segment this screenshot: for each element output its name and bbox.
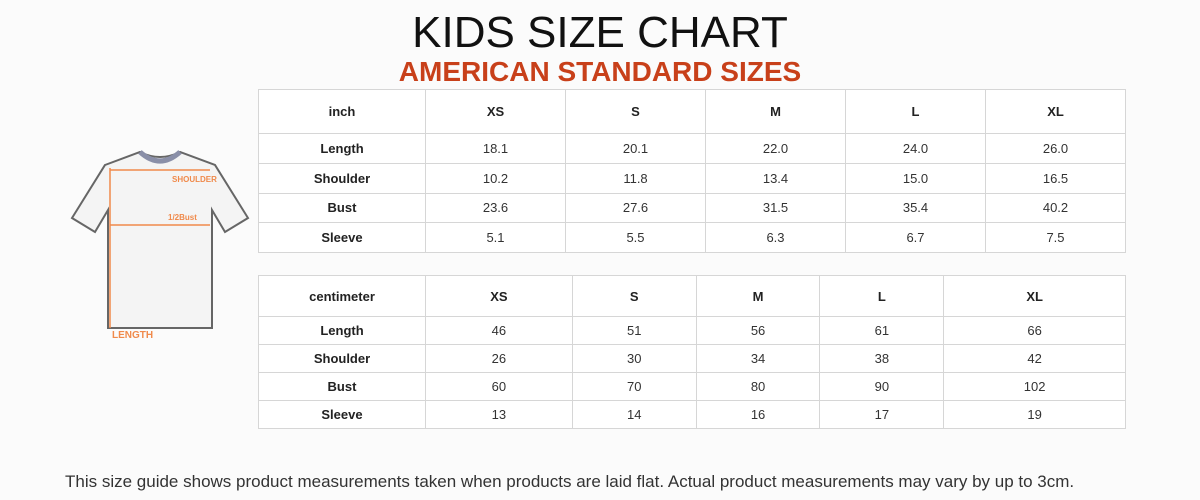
title: KIDS SIZE CHART: [412, 8, 788, 57]
header-cell: inch: [258, 89, 426, 134]
table-cell: 6.3: [705, 222, 846, 253]
header-cell: XL: [943, 275, 1126, 317]
table-cell: 46: [425, 316, 573, 345]
row-label: Length: [258, 133, 426, 164]
table-cell: 10.2: [425, 162, 566, 194]
header-cell: S: [565, 89, 706, 134]
table-cell: 5.5: [565, 222, 706, 253]
header-cell: XS: [425, 89, 566, 134]
header-cell: M: [695, 275, 821, 317]
table-cell: 102: [943, 372, 1126, 401]
table-row: Sleeve 13 14 16 17 19: [258, 400, 1126, 429]
table-cell: 34: [695, 344, 821, 373]
table-cell: 31.5: [705, 192, 846, 224]
table-cell: 13.4: [705, 162, 846, 194]
cm-table: centimeter XS S M L XL Length 46 51 56 61 66 Shoulde…: [258, 275, 1126, 429]
table-cell: 17: [819, 400, 945, 429]
subtitle: AMERICAN STANDARD SIZES: [398, 56, 802, 87]
table-cell: 14: [571, 400, 697, 429]
table-cell: 38: [819, 344, 945, 373]
table-cell: 19: [943, 400, 1126, 429]
row-label: Bust: [258, 372, 426, 401]
table-cell: 40.2: [985, 192, 1126, 224]
footer-note: This size guide shows product measuremen…: [65, 472, 1075, 491]
header-cell: centimeter: [258, 275, 426, 317]
table-cell: 16: [695, 400, 821, 429]
table-cell: 42: [943, 344, 1126, 373]
header-cell: XL: [985, 89, 1126, 134]
table-cell: 6.7: [845, 222, 986, 253]
header-cell: M: [705, 89, 846, 134]
length-label: LENGTH: [112, 330, 153, 341]
table-cell: 20.1: [565, 133, 706, 164]
table-row: Sleeve 5.1 5.5 6.3 6.7 7.5: [258, 222, 1126, 253]
table-cell: 16.5: [985, 162, 1126, 194]
header-cell: L: [845, 89, 986, 134]
table-cell: 60: [425, 372, 573, 401]
table-cell: 23.6: [425, 192, 566, 224]
table-row: Length 46 51 56 61 66: [258, 316, 1126, 345]
table-row: Bust 60 70 80 90 102: [258, 372, 1126, 401]
table-cell: 13: [425, 400, 573, 429]
row-label: Sleeve: [258, 400, 426, 429]
header-row: inch XS S M L XL: [258, 89, 1126, 134]
table-row: Bust 23.6 27.6 31.5 35.4 40.2: [258, 192, 1126, 224]
table-cell: 24.0: [845, 133, 986, 164]
table-cell: 7.5: [985, 222, 1126, 253]
table-cell: 27.6: [565, 192, 706, 224]
row-label: Length: [258, 316, 426, 345]
table-cell: 18.1: [425, 133, 566, 164]
row-label: Shoulder: [258, 162, 426, 194]
header-cell: L: [819, 275, 945, 317]
table-cell: 5.1: [425, 222, 566, 253]
row-label: Shoulder: [258, 344, 426, 373]
header-cell: XS: [425, 275, 573, 317]
table-cell: 66: [943, 316, 1126, 345]
header-row: centimeter XS S M L XL: [258, 275, 1126, 317]
table-row: Shoulder 26 30 34 38 42: [258, 344, 1126, 373]
table-cell: 61: [819, 316, 945, 345]
table-cell: 70: [571, 372, 697, 401]
header-cell: S: [571, 275, 697, 317]
bust-label: 1/2Bust: [168, 213, 197, 222]
table-cell: 22.0: [705, 133, 846, 164]
table-cell: 35.4: [845, 192, 986, 224]
table-cell: 15.0: [845, 162, 986, 194]
inch-table: inch XS S M L XL Length 18.1 20.1 22.0 24.0 26.0 Sho…: [258, 89, 1126, 253]
table-cell: 11.8: [565, 162, 706, 194]
shoulder-label: SHOULDER: [172, 175, 217, 184]
table-cell: 26: [425, 344, 573, 373]
table-row: Length 18.1 20.1 22.0 24.0 26.0: [258, 133, 1126, 164]
table-cell: 80: [695, 372, 821, 401]
tshirt-diagram: SHOULDER 1/2Bust LENGTH: [70, 150, 250, 341]
table-cell: 26.0: [985, 133, 1126, 164]
table-cell: 30: [571, 344, 697, 373]
row-label: Sleeve: [258, 222, 426, 253]
table-cell: 51: [571, 316, 697, 345]
table-cell: 56: [695, 316, 821, 345]
table-cell: 90: [819, 372, 945, 401]
table-row: Shoulder 10.2 11.8 13.4 15.0 16.5: [258, 162, 1126, 194]
row-label: Bust: [258, 192, 426, 224]
